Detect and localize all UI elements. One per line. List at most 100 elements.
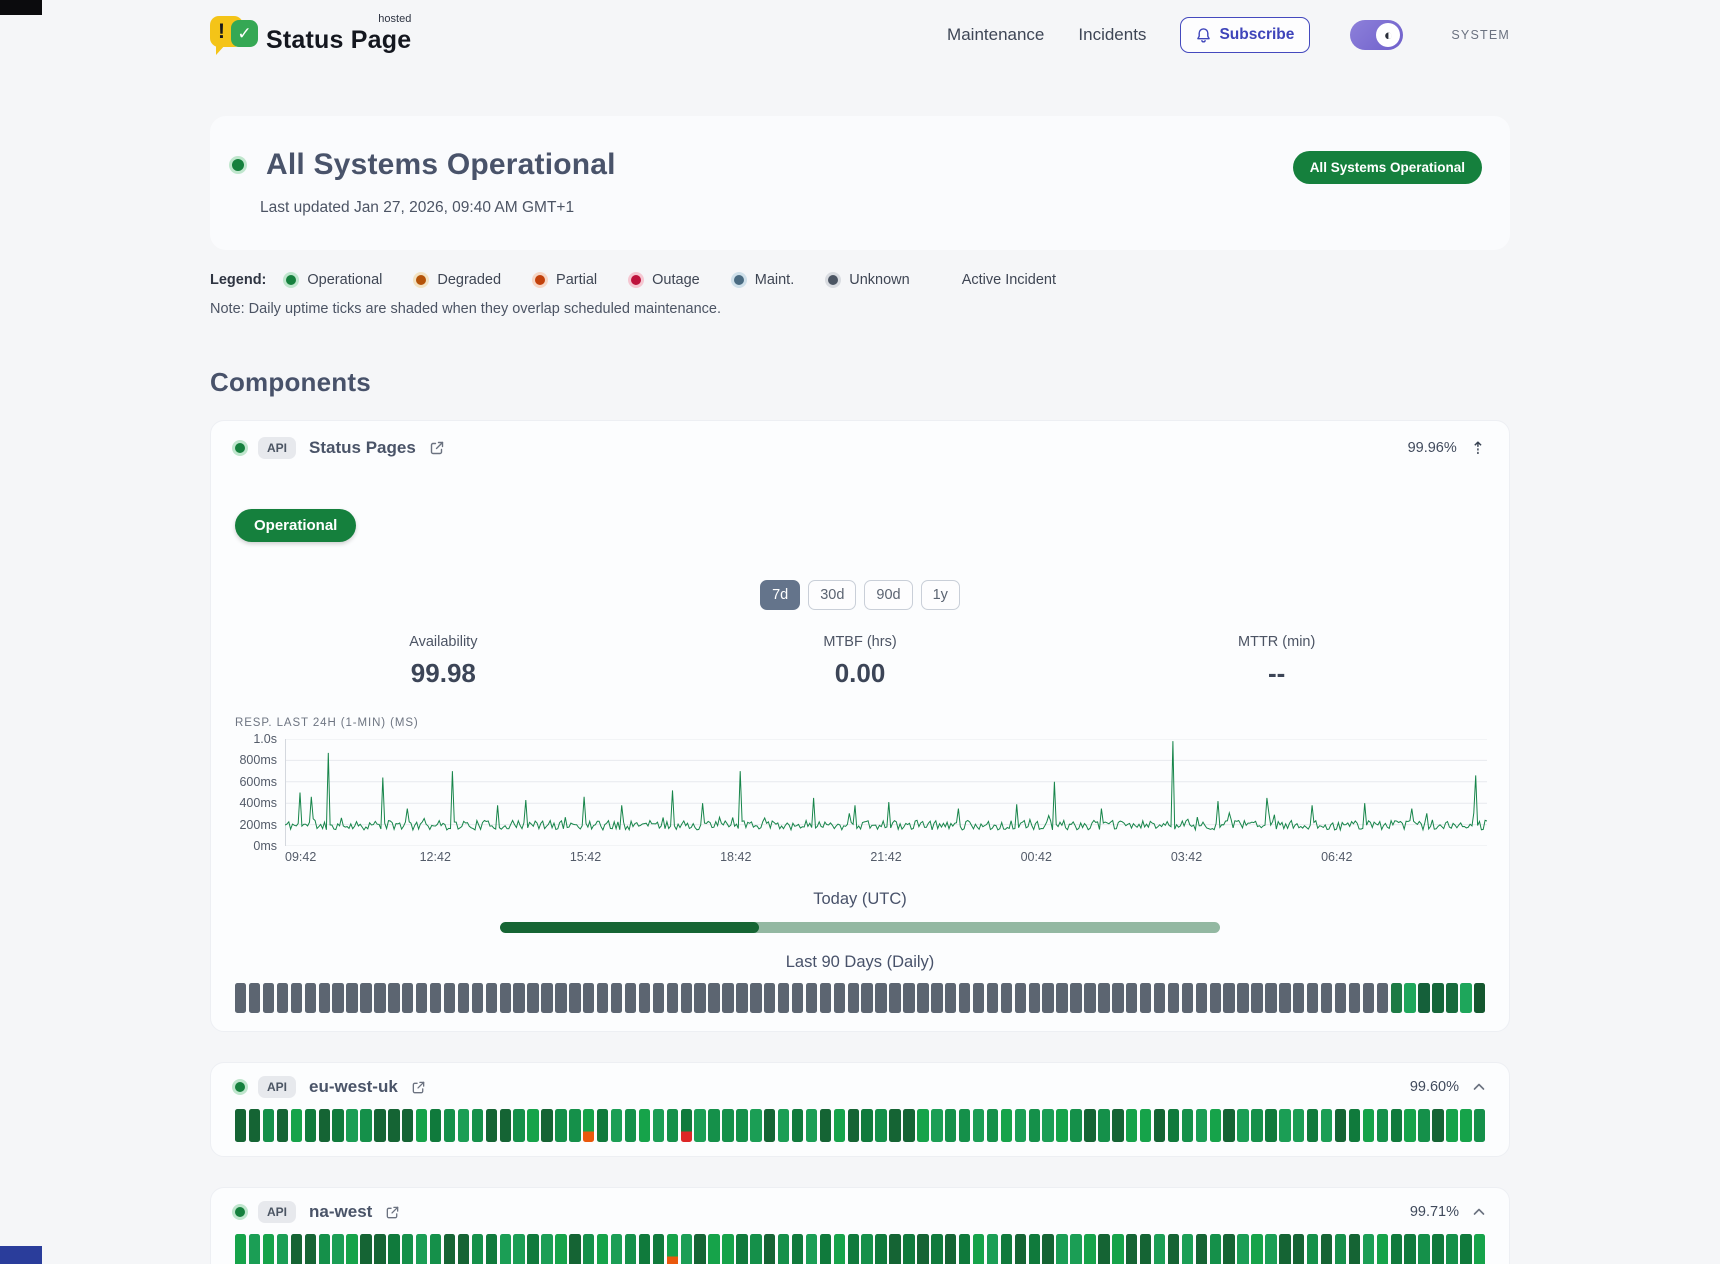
uptime-tick[interactable]: [402, 1234, 414, 1264]
uptime-tick[interactable]: [318, 1109, 330, 1142]
uptime-tick[interactable]: [402, 983, 414, 1013]
uptime-tick[interactable]: [764, 983, 776, 1013]
uptime-tick[interactable]: [972, 1109, 985, 1142]
uptime-tick[interactable]: [972, 1234, 985, 1264]
uptime-tick[interactable]: [262, 1234, 275, 1264]
uptime-tick[interactable]: [1237, 1109, 1249, 1142]
range-button-7d[interactable]: 7d: [760, 580, 801, 610]
uptime-tick[interactable]: [415, 1109, 428, 1142]
collapse-arrow-icon[interactable]: ⇡: [1470, 438, 1485, 458]
uptime-tick[interactable]: [986, 1109, 999, 1142]
uptime-tick[interactable]: [1293, 1109, 1305, 1142]
uptime-tick[interactable]: [847, 983, 859, 1013]
uptime-tick[interactable]: [945, 1109, 957, 1142]
uptime-tick[interactable]: [624, 983, 637, 1013]
uptime-tick[interactable]: [1237, 1234, 1249, 1264]
uptime-tick[interactable]: [1112, 1234, 1124, 1264]
uptime-tick[interactable]: [1404, 1109, 1416, 1142]
uptime-tick[interactable]: [875, 1109, 887, 1142]
uptime-tick[interactable]: [596, 1234, 609, 1264]
uptime-tick[interactable]: [235, 1234, 247, 1264]
uptime-tick[interactable]: [889, 1109, 901, 1142]
uptime-tick[interactable]: [917, 983, 929, 1013]
uptime-tick[interactable]: [624, 1109, 637, 1142]
uptime-tick[interactable]: [1432, 1234, 1444, 1264]
uptime-tick[interactable]: [1390, 1234, 1402, 1264]
uptime-tick[interactable]: [346, 983, 358, 1013]
uptime-tick[interactable]: [1376, 1109, 1389, 1142]
uptime-tick[interactable]: [694, 983, 706, 1013]
uptime-tick[interactable]: [485, 1109, 498, 1142]
uptime-tick[interactable]: [1126, 1109, 1138, 1142]
uptime-tick[interactable]: [847, 1109, 859, 1142]
uptime-tick[interactable]: [1460, 983, 1472, 1013]
uptime-tick[interactable]: [1153, 1234, 1166, 1264]
uptime-tick[interactable]: [694, 1109, 706, 1142]
uptime-tick[interactable]: [1042, 1109, 1054, 1142]
uptime-tick[interactable]: [736, 1234, 748, 1264]
uptime-tick[interactable]: [596, 1109, 609, 1142]
uptime-tick[interactable]: [1014, 1109, 1027, 1142]
uptime-tick[interactable]: [1265, 983, 1277, 1013]
uptime-tick[interactable]: [861, 1109, 873, 1142]
uptime-tick[interactable]: [1084, 1234, 1096, 1264]
uptime-tick[interactable]: [1279, 1234, 1291, 1264]
external-link-icon[interactable]: [411, 1080, 426, 1095]
uptime-tick[interactable]: [624, 1234, 637, 1264]
uptime-tick[interactable]: [1167, 1234, 1180, 1264]
uptime-tick[interactable]: [262, 1109, 275, 1142]
uptime-tick[interactable]: [680, 1234, 692, 1264]
uptime-tick[interactable]: [610, 1234, 623, 1264]
uptime-tick[interactable]: [1126, 983, 1138, 1013]
uptime-tick[interactable]: [1209, 1109, 1221, 1142]
uptime-tick[interactable]: [722, 1234, 734, 1264]
uptime-tick[interactable]: [986, 1234, 999, 1264]
uptime-tick[interactable]: [262, 983, 275, 1013]
uptime-tick[interactable]: [290, 1109, 303, 1142]
uptime-tick[interactable]: [318, 983, 330, 1013]
uptime-tick[interactable]: [555, 1109, 567, 1142]
uptime-tick[interactable]: [1209, 983, 1221, 1013]
uptime-tick[interactable]: [1056, 983, 1068, 1013]
uptime-tick[interactable]: [1334, 1109, 1347, 1142]
uptime-tick[interactable]: [666, 1109, 678, 1142]
uptime-tick[interactable]: [791, 1109, 804, 1142]
uptime-tick[interactable]: [1334, 983, 1347, 1013]
uptime-tick[interactable]: [764, 1234, 776, 1264]
uptime-tick[interactable]: [652, 983, 665, 1013]
uptime-tick[interactable]: [415, 1234, 428, 1264]
uptime-tick[interactable]: [903, 983, 915, 1013]
uptime-tick[interactable]: [235, 983, 247, 1013]
uptime-tick[interactable]: [402, 1109, 414, 1142]
uptime-tick[interactable]: [1209, 1234, 1221, 1264]
uptime-tick[interactable]: [652, 1109, 665, 1142]
uptime-tick[interactable]: [1028, 1234, 1040, 1264]
uptime-tick[interactable]: [1042, 1234, 1054, 1264]
uptime-tick[interactable]: [1474, 1109, 1486, 1142]
uptime-tick[interactable]: [638, 1234, 651, 1264]
uptime-tick[interactable]: [1446, 1234, 1458, 1264]
uptime-tick[interactable]: [819, 1109, 832, 1142]
uptime-tick[interactable]: [569, 983, 581, 1013]
uptime-tick[interactable]: [360, 1234, 372, 1264]
uptime-ticks-status-pages[interactable]: [235, 983, 1486, 1013]
external-link-icon[interactable]: [429, 440, 445, 456]
uptime-tick[interactable]: [555, 983, 567, 1013]
uptime-tick[interactable]: [610, 1109, 623, 1142]
uptime-tick[interactable]: [931, 983, 943, 1013]
uptime-tick[interactable]: [527, 983, 539, 1013]
uptime-tick[interactable]: [569, 1109, 581, 1142]
uptime-tick[interactable]: [1348, 983, 1361, 1013]
uptime-tick[interactable]: [1014, 1234, 1027, 1264]
uptime-tick[interactable]: [583, 1234, 595, 1264]
uptime-tick[interactable]: [1098, 1109, 1110, 1142]
brand-home-link[interactable]: ! ✓ hosted Status Page: [210, 13, 411, 57]
uptime-tick[interactable]: [388, 983, 400, 1013]
uptime-tick[interactable]: [360, 1109, 372, 1142]
uptime-tick[interactable]: [527, 1109, 539, 1142]
uptime-tick[interactable]: [276, 1109, 289, 1142]
uptime-tick[interactable]: [736, 1109, 748, 1142]
theme-toggle[interactable]: ◐: [1350, 20, 1404, 50]
uptime-tick[interactable]: [332, 1109, 344, 1142]
uptime-tick[interactable]: [360, 983, 372, 1013]
